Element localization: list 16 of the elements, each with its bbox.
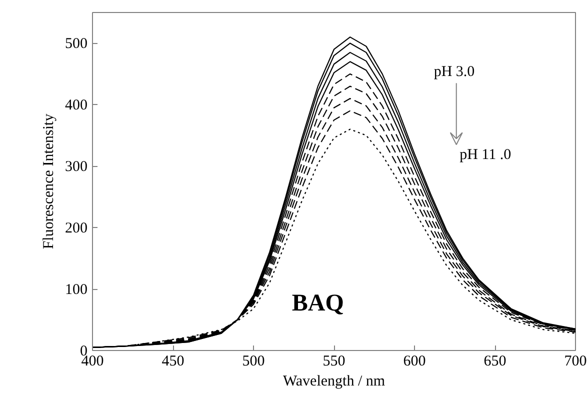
annotation: pH 3.0 [434,64,475,80]
annotation: BAQ [292,290,344,317]
x-tick-label: 600 [403,354,426,370]
x-tick-label: 450 [162,354,184,370]
x-tick-label: 500 [242,354,265,370]
x-tick-label: 650 [484,354,506,370]
y-tick-label: 200 [65,220,88,237]
x-axis-title: Wavelength / nm [282,374,386,390]
y-tick-label: 100 [65,282,88,298]
x-tick-label: 700 [564,354,587,370]
y-axis-title: Fluorescence Intensity [41,113,57,250]
x-tick-label: 550 [322,354,346,370]
y-tick-label: 300 [65,159,88,176]
y-tick-label: 400 [65,98,88,114]
annotation: pH 11 .0 [460,147,512,164]
y-tick-label: 500 [65,36,88,52]
